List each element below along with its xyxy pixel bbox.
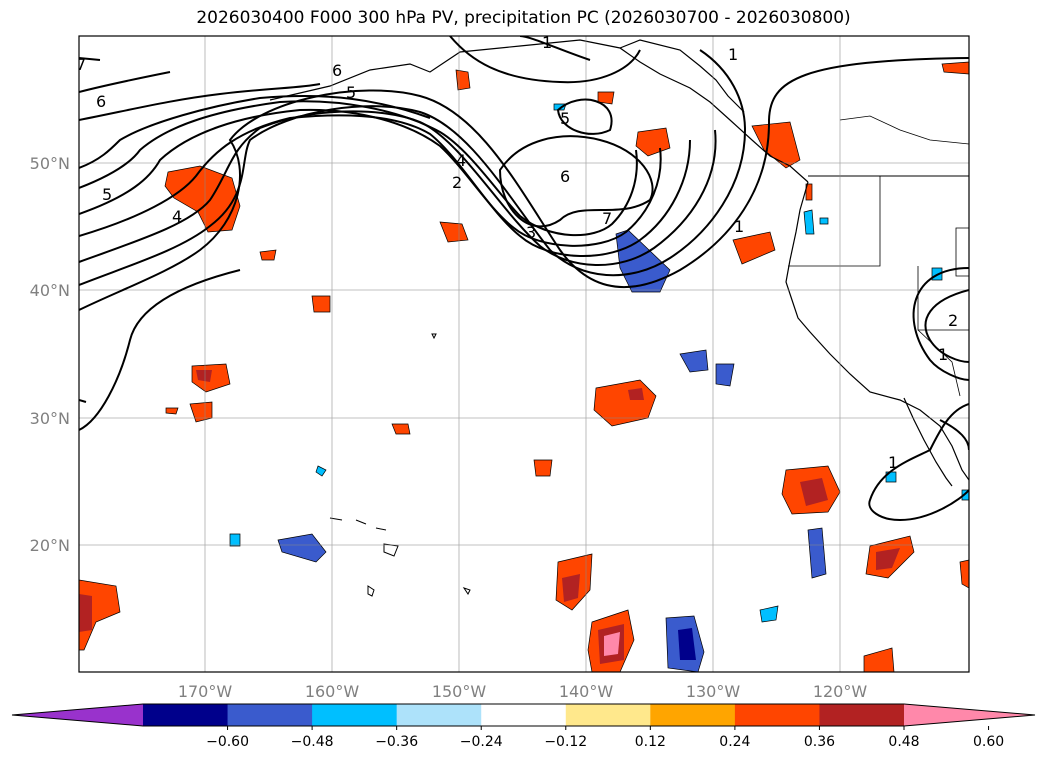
contour-label: 6 bbox=[560, 167, 570, 186]
colorbar-segment bbox=[819, 704, 905, 726]
precip-negative bbox=[277, 533, 327, 563]
contour-label: 1 bbox=[542, 33, 552, 52]
colorbar-tick-label: 0.12 bbox=[635, 734, 666, 750]
precip-strong bbox=[196, 370, 212, 382]
precip-positive bbox=[941, 61, 969, 75]
contour-label: 3 bbox=[526, 223, 536, 242]
colorbar-segment bbox=[650, 704, 736, 726]
lon-label: 120°W bbox=[813, 682, 868, 701]
precip-strong bbox=[876, 548, 900, 570]
precip-positive bbox=[635, 127, 671, 157]
contour-label: 1 bbox=[728, 45, 738, 64]
contour-label: 2 bbox=[452, 173, 462, 192]
lon-label: 170°W bbox=[178, 682, 233, 701]
contour-label: 6 bbox=[96, 92, 106, 111]
colorbar-tick-label: 0.48 bbox=[888, 734, 919, 750]
colorbar-tick-label: 0.60 bbox=[973, 734, 1004, 750]
contour-label: 1 bbox=[938, 345, 948, 364]
colorbar-segment bbox=[312, 704, 398, 726]
precip-positive bbox=[732, 231, 776, 265]
precip-positive bbox=[533, 459, 553, 477]
precip-negative bbox=[807, 527, 827, 579]
precip-negative bbox=[679, 349, 709, 373]
precip-strong bbox=[562, 574, 580, 602]
colorbar-tick-label: 0.36 bbox=[804, 734, 835, 750]
lon-label: 140°W bbox=[559, 682, 614, 701]
longitude-labels: 170°W 160°W 150°W 140°W 130°W 120°W bbox=[178, 682, 868, 701]
contour-label: 7 bbox=[76, 55, 86, 74]
precip-positive bbox=[959, 559, 969, 589]
gridlines bbox=[79, 36, 969, 672]
colorbar-tick-label: −0.48 bbox=[291, 734, 334, 750]
colorbar-segment bbox=[734, 704, 820, 726]
colorbar-segment bbox=[565, 704, 651, 726]
colorbar-segment bbox=[396, 704, 482, 726]
colorbar-extend-high bbox=[904, 704, 1035, 726]
contour-label: 1 bbox=[734, 217, 744, 236]
precip-positive bbox=[597, 91, 615, 105]
precip-positive bbox=[439, 221, 469, 243]
precip-positive bbox=[391, 423, 411, 435]
precip-negative bbox=[315, 465, 327, 477]
colorbar-segment bbox=[227, 704, 313, 726]
precip-strong bbox=[628, 388, 644, 400]
map-title: 2026030400 F000 300 hPa PV, precipitatio… bbox=[196, 8, 851, 28]
precip-positive bbox=[311, 295, 331, 313]
precip-positive bbox=[863, 647, 895, 672]
lon-label: 150°W bbox=[432, 682, 487, 701]
pv-contours bbox=[79, 36, 969, 522]
colorbar: −0.60 −0.48 −0.36 −0.24 −0.12 0.12 0.24 0.36 0.4… bbox=[11, 703, 1036, 750]
lat-label: 50°N bbox=[30, 154, 70, 173]
lat-label: 30°N bbox=[30, 409, 70, 428]
contour-label: 5 bbox=[102, 185, 112, 204]
precip-negative bbox=[819, 217, 829, 225]
precip-negative bbox=[759, 605, 779, 623]
precip-max bbox=[604, 632, 620, 656]
map-frame bbox=[78, 35, 970, 673]
contour-label: 5 bbox=[346, 83, 356, 102]
contour-label: 6 bbox=[332, 61, 342, 80]
contour-label: 4 bbox=[172, 207, 182, 226]
precip-positive bbox=[165, 407, 179, 415]
precip-negative bbox=[715, 363, 735, 387]
precip-shading bbox=[79, 61, 969, 672]
precip-positive bbox=[259, 249, 277, 261]
colorbar-segment bbox=[481, 704, 567, 726]
colorbar-tick-label: −0.12 bbox=[544, 734, 587, 750]
precip-strong bbox=[800, 478, 828, 506]
colorbar-tick-label: −0.24 bbox=[460, 734, 503, 750]
contour-label: 5 bbox=[560, 109, 570, 128]
colorbar-tick-label: −0.36 bbox=[375, 734, 418, 750]
precip-positive bbox=[751, 121, 801, 169]
precip-negative bbox=[229, 533, 241, 547]
latitude-labels: 50°N 40°N 30°N 20°N bbox=[30, 154, 70, 555]
precip-strong-negative bbox=[678, 628, 696, 660]
contour-label: 1 bbox=[888, 453, 898, 472]
lon-label: 130°W bbox=[686, 682, 741, 701]
lat-label: 20°N bbox=[30, 536, 70, 555]
colorbar-outline bbox=[11, 703, 1036, 727]
map-area: 7 6 5 1 1 6 5 4 2 5 4 6 7 3 1 2 1 1 bbox=[76, 33, 969, 672]
precip-negative bbox=[803, 209, 815, 235]
lon-label: 160°W bbox=[305, 682, 360, 701]
contour-label: 2 bbox=[948, 311, 958, 330]
lat-label: 40°N bbox=[30, 281, 70, 300]
colorbar-extend-low bbox=[12, 704, 143, 726]
precip-strong bbox=[79, 594, 92, 632]
colorbar-tick-label: 0.24 bbox=[719, 734, 750, 750]
precip-positive bbox=[805, 183, 813, 201]
colorbar-segment bbox=[143, 704, 229, 726]
colorbar-tick-label: −0.60 bbox=[206, 734, 249, 750]
precip-positive bbox=[455, 69, 471, 91]
contour-label: 7 bbox=[602, 209, 612, 228]
contour-label: 4 bbox=[456, 151, 466, 170]
pv-contour-labels: 7 6 5 1 1 6 5 4 2 5 4 6 7 3 1 2 1 1 bbox=[76, 33, 958, 472]
